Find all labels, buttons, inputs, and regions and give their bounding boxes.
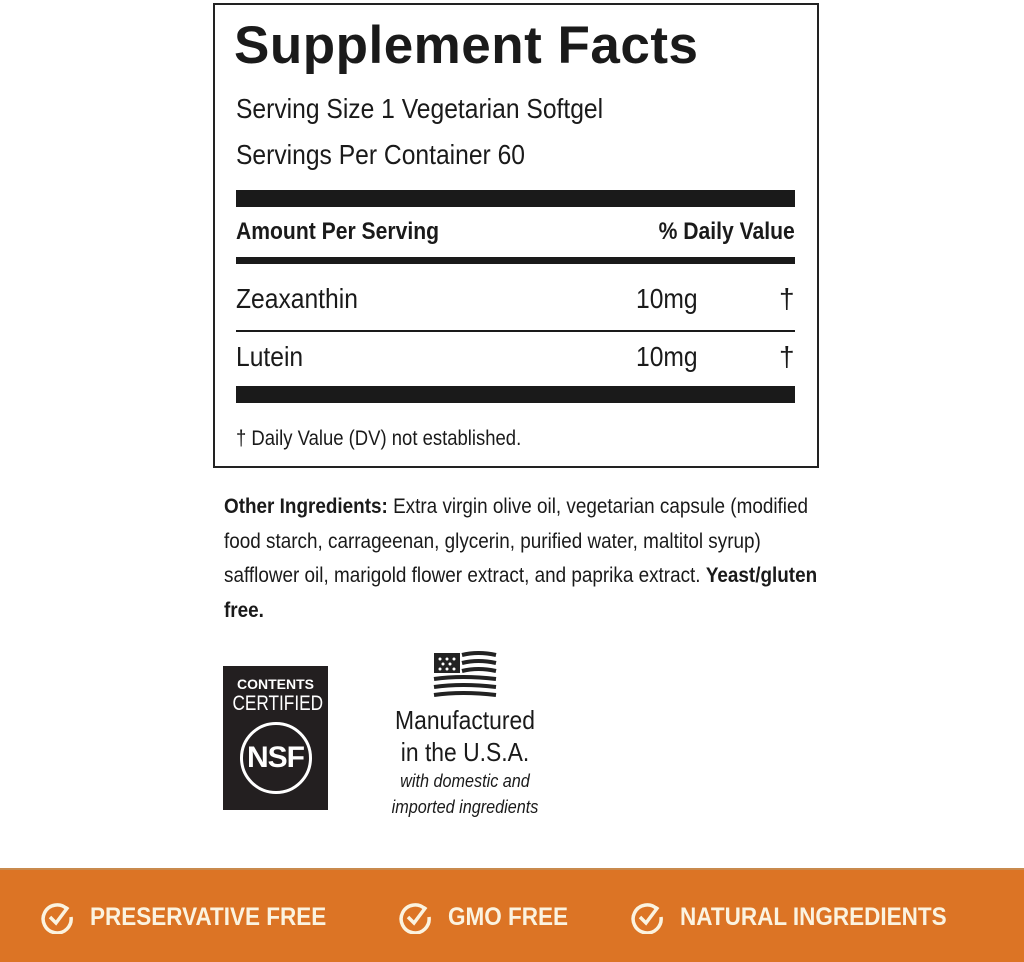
badge-preservative-free: PRESERVATIVE FREE — [40, 900, 353, 934]
check-circle-icon — [631, 903, 663, 934]
thin-divider — [236, 330, 795, 332]
yeast-gluten-free: Yeast/gluten free. — [224, 564, 818, 622]
serving-size: Serving Size 1 Vegetarian Softgel — [236, 93, 604, 124]
usa-line3: with domestic and — [400, 771, 530, 791]
nsf-line2: CERTIFIED — [232, 692, 324, 715]
nutrient-name: Lutein — [236, 341, 304, 372]
nutrient-amount: 10mg — [636, 341, 698, 372]
usa-line2: in the U.S.A. — [400, 737, 530, 767]
servings-per-container: Servings Per Container 60 — [236, 139, 525, 170]
nutrient-name: Zeaxanthin — [236, 283, 358, 314]
nutrient-amount: 10mg — [636, 283, 698, 314]
made-in-usa: Manufactured in the U.S.A. with domestic… — [365, 704, 565, 819]
facts-title: Supplement Facts — [234, 16, 699, 75]
supplement-facts-panel: Supplement Facts Serving Size 1 Vegetari… — [213, 3, 819, 468]
other-ingredients-text: Extra virgin olive oil, vegetarian capsu… — [224, 495, 809, 587]
badge-label: PRESERVATIVE FREE — [90, 902, 327, 931]
check-circle-icon — [41, 903, 73, 934]
badge-gmo-free: GMO FREE — [398, 900, 581, 934]
us-flag-icon — [433, 651, 497, 697]
usa-line1: Manufactured — [395, 705, 535, 735]
nutrient-dv: † — [779, 283, 795, 314]
amount-header: Amount Per Serving — [236, 218, 440, 245]
badge-label: NATURAL INGREDIENTS — [680, 902, 947, 931]
other-ingredients-label: Other Ingredients: — [224, 495, 388, 518]
badge-natural-ingredients: NATURAL INGREDIENTS — [630, 900, 976, 934]
nutrient-dv: † — [779, 341, 795, 372]
nsf-certified-logo: CONTENTS CERTIFIED NSF — [223, 666, 328, 810]
footnote: † Daily Value (DV) not established. — [236, 427, 522, 450]
dv-header: % Daily Value — [658, 218, 795, 245]
medium-divider — [236, 257, 795, 264]
thick-divider — [236, 190, 795, 207]
nsf-mark: NSF — [239, 722, 312, 794]
thick-divider — [236, 386, 795, 403]
check-circle-icon — [399, 903, 431, 934]
other-ingredients: Other Ingredients: Extra virgin olive oi… — [224, 490, 818, 628]
nsf-line1: CONTENTS — [237, 676, 314, 692]
benefits-banner: PRESERVATIVE FREE GMO FREE NATURAL INGRE… — [0, 868, 1024, 962]
badge-label: GMO FREE — [448, 902, 569, 931]
usa-line4: imported ingredients — [391, 797, 539, 817]
